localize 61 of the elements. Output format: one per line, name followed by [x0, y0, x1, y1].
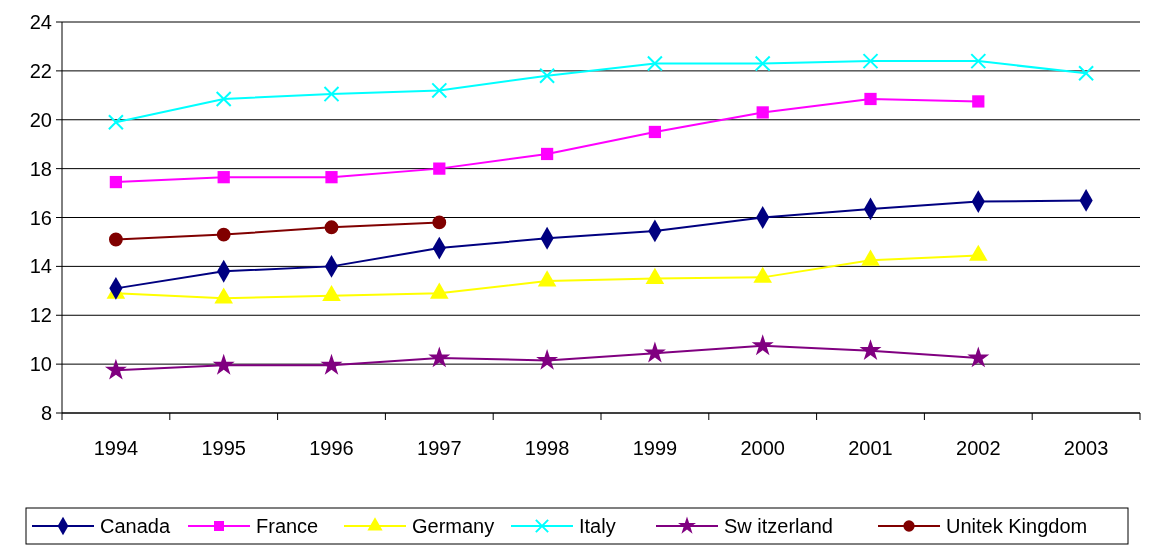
- point: [108, 232, 123, 247]
- point: [107, 114, 124, 131]
- point: [972, 95, 985, 108]
- x-tick-label: 1999: [632, 437, 678, 459]
- point: [217, 171, 230, 184]
- point: [429, 282, 449, 299]
- legend-label: Unitek Kingdom: [946, 515, 1088, 537]
- y-tick-label: 10: [29, 353, 52, 376]
- point: [967, 346, 990, 368]
- x-tick-label: 2002: [956, 437, 1001, 459]
- y-tick-label: 20: [29, 108, 52, 131]
- legend-label: Italy: [579, 515, 616, 537]
- point: [322, 284, 341, 302]
- point: [432, 215, 447, 230]
- point: [751, 334, 774, 356]
- point: [754, 55, 771, 72]
- y-tick-label: 14: [29, 255, 52, 278]
- x-tick-label: 1998: [524, 437, 570, 459]
- point: [536, 348, 559, 370]
- point: [215, 90, 232, 107]
- point: [540, 147, 554, 161]
- point: [433, 162, 446, 175]
- y-tick-label: 22: [29, 59, 52, 82]
- point: [109, 175, 123, 189]
- point: [648, 125, 662, 139]
- x-tick-label: 1994: [93, 437, 139, 459]
- point: [756, 106, 769, 119]
- point: [216, 227, 231, 242]
- point: [537, 270, 557, 287]
- point: [431, 82, 448, 99]
- legend-label: Germany: [412, 515, 495, 537]
- point: [859, 339, 882, 361]
- point: [646, 55, 663, 72]
- legend-label: Canada: [100, 515, 171, 537]
- point: [104, 358, 127, 380]
- point: [970, 53, 987, 70]
- y-tick-label: 24: [29, 11, 52, 33]
- y-tick-label: 12: [29, 304, 52, 327]
- legend-label: France: [256, 515, 319, 537]
- x-tick-label: 1995: [201, 437, 246, 459]
- point: [539, 67, 556, 84]
- x-tick-label: 1997: [417, 437, 462, 459]
- x-tick-label: 2001: [848, 437, 893, 459]
- y-tick-label: 18: [29, 157, 52, 180]
- legend-label: Sw itzerland: [724, 515, 833, 537]
- point: [428, 346, 451, 368]
- point: [324, 220, 339, 235]
- x-tick-label: 2000: [740, 437, 785, 459]
- point: [1078, 65, 1095, 82]
- y-tick-label: 8: [40, 402, 52, 424]
- point: [864, 92, 877, 106]
- point: [323, 86, 340, 103]
- point: [862, 53, 879, 70]
- y-tick-label: 16: [29, 206, 52, 229]
- x-tick-label: 1996: [309, 437, 354, 459]
- point: [212, 353, 235, 375]
- point: [320, 353, 343, 375]
- point: [214, 287, 234, 304]
- x-tick-label: 2003: [1063, 437, 1109, 459]
- point: [325, 171, 338, 184]
- point: [643, 341, 666, 363]
